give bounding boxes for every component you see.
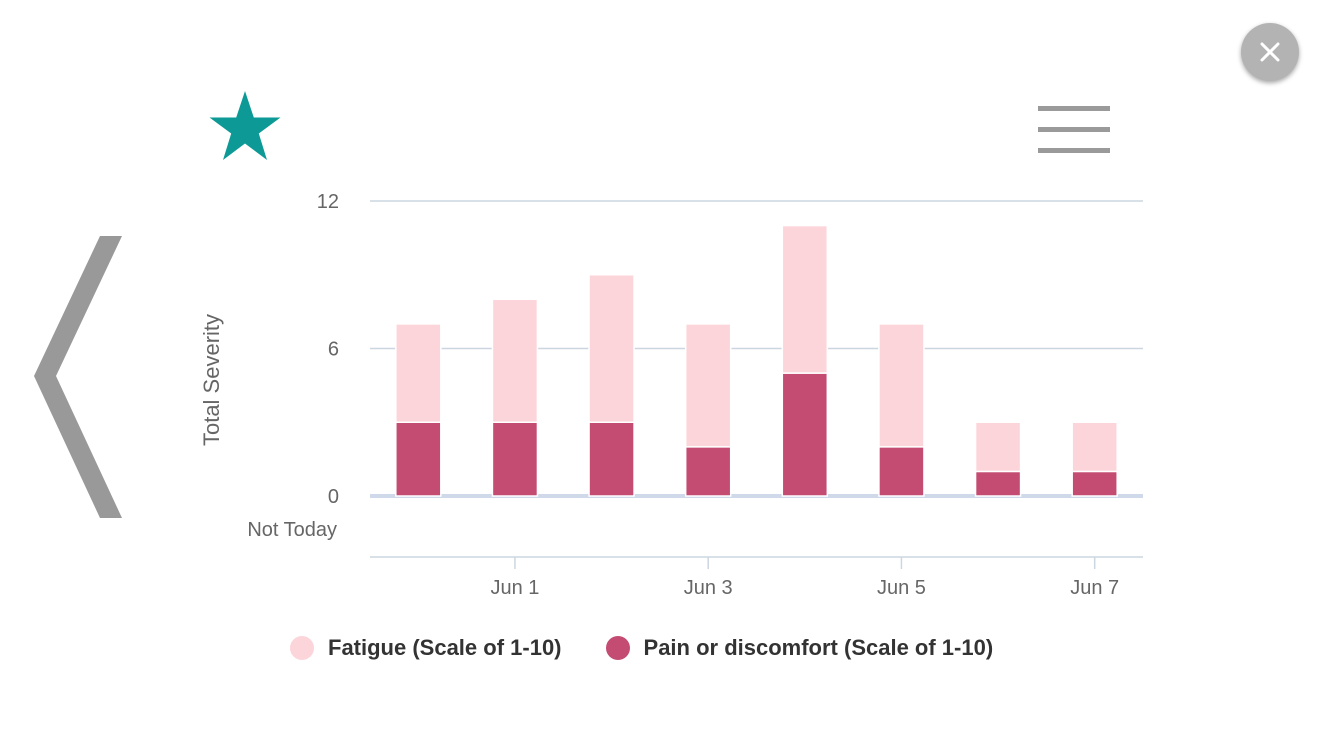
bar-pain <box>588 421 635 497</box>
legend-item-pain[interactable]: Pain or discomfort (Scale of 1-10) <box>605 635 994 661</box>
chart-legend: Fatigue (Scale of 1-10) Pain or discomfo… <box>290 630 1037 666</box>
hamburger-menu-icon <box>1038 106 1110 111</box>
chart-menu-button[interactable] <box>1036 104 1112 156</box>
bar-fatigue <box>588 274 635 423</box>
bar-pain <box>684 446 732 497</box>
chevron-left-icon <box>34 236 122 518</box>
y-tick-label: 0 <box>328 486 339 508</box>
close-icon <box>1260 42 1280 62</box>
legend-swatch-fatigue <box>290 636 314 660</box>
legend-item-fatigue[interactable]: Fatigue (Scale of 1-10) <box>290 635 562 661</box>
bar-pain <box>491 421 539 497</box>
back-button[interactable] <box>30 232 130 522</box>
bar-fatigue <box>1071 421 1118 473</box>
bar-pain <box>974 470 1022 497</box>
legend-swatch-pain <box>605 636 630 660</box>
bar-fatigue <box>395 323 442 423</box>
bar-fatigue <box>684 323 732 448</box>
bar-fatigue <box>491 298 539 424</box>
close-button[interactable] <box>1241 23 1299 81</box>
bar-pain <box>878 446 925 497</box>
hamburger-menu-icon-line <box>1038 148 1110 153</box>
hamburger-menu-icon-line <box>1038 127 1110 132</box>
bar-fatigue <box>878 323 925 448</box>
favorite-button[interactable] <box>206 88 284 162</box>
legend-label: Pain or discomfort (Scale of 1-10) <box>643 635 994 660</box>
not-today-label: Not Today <box>247 519 337 541</box>
x-tick-label: Jun 3 <box>684 577 733 599</box>
x-tick-label: Jun 5 <box>877 577 926 599</box>
bar-pain <box>781 372 829 497</box>
x-tick-label: Jun 1 <box>490 577 539 599</box>
bar-fatigue <box>974 421 1022 473</box>
bar-pain <box>1071 470 1118 497</box>
y-axis-label: Total Severity <box>199 314 224 446</box>
y-tick-label: 6 <box>328 339 339 361</box>
y-tick-label: 12 <box>317 191 339 213</box>
star-icon <box>209 91 281 160</box>
bar-fatigue <box>781 224 829 374</box>
bar-pain <box>395 421 442 497</box>
legend-label: Fatigue (Scale of 1-10) <box>328 635 562 660</box>
x-tick-label: Jun 7 <box>1070 577 1119 599</box>
